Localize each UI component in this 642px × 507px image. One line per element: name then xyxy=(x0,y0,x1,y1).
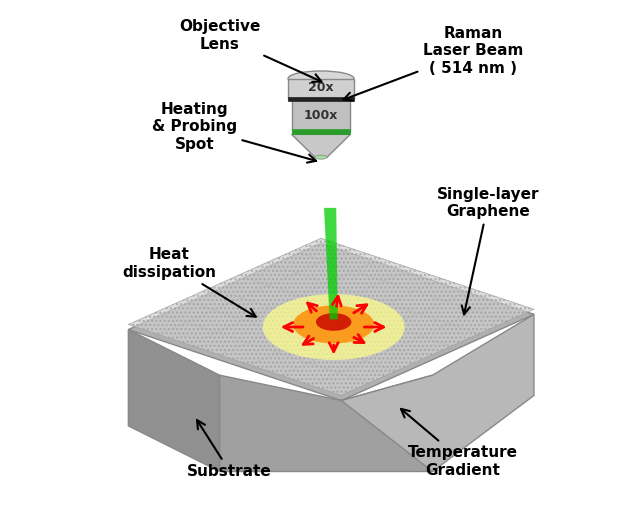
Polygon shape xyxy=(291,134,351,157)
Polygon shape xyxy=(324,208,338,319)
Text: Heat
dissipation: Heat dissipation xyxy=(122,247,256,317)
Ellipse shape xyxy=(316,313,351,331)
Text: Raman
Laser Beam
( 514 nm ): Raman Laser Beam ( 514 nm ) xyxy=(343,26,523,100)
Text: Temperature
Gradient: Temperature Gradient xyxy=(401,409,518,478)
Polygon shape xyxy=(342,314,534,472)
FancyBboxPatch shape xyxy=(288,79,354,99)
Ellipse shape xyxy=(293,305,374,344)
Ellipse shape xyxy=(315,155,327,159)
Polygon shape xyxy=(220,375,433,472)
Ellipse shape xyxy=(263,294,404,360)
FancyBboxPatch shape xyxy=(291,100,351,132)
Ellipse shape xyxy=(288,71,354,86)
FancyBboxPatch shape xyxy=(291,129,351,134)
Polygon shape xyxy=(128,238,534,395)
Polygon shape xyxy=(128,330,220,472)
Text: Substrate: Substrate xyxy=(187,420,272,479)
Polygon shape xyxy=(128,243,534,401)
Text: Single-layer
Graphene: Single-layer Graphene xyxy=(437,187,539,314)
Text: Objective
Lens: Objective Lens xyxy=(179,19,322,82)
Text: 20x: 20x xyxy=(308,81,334,94)
Text: 100x: 100x xyxy=(304,109,338,122)
FancyBboxPatch shape xyxy=(288,97,354,101)
Text: Heating
& Probing
Spot: Heating & Probing Spot xyxy=(152,102,316,163)
